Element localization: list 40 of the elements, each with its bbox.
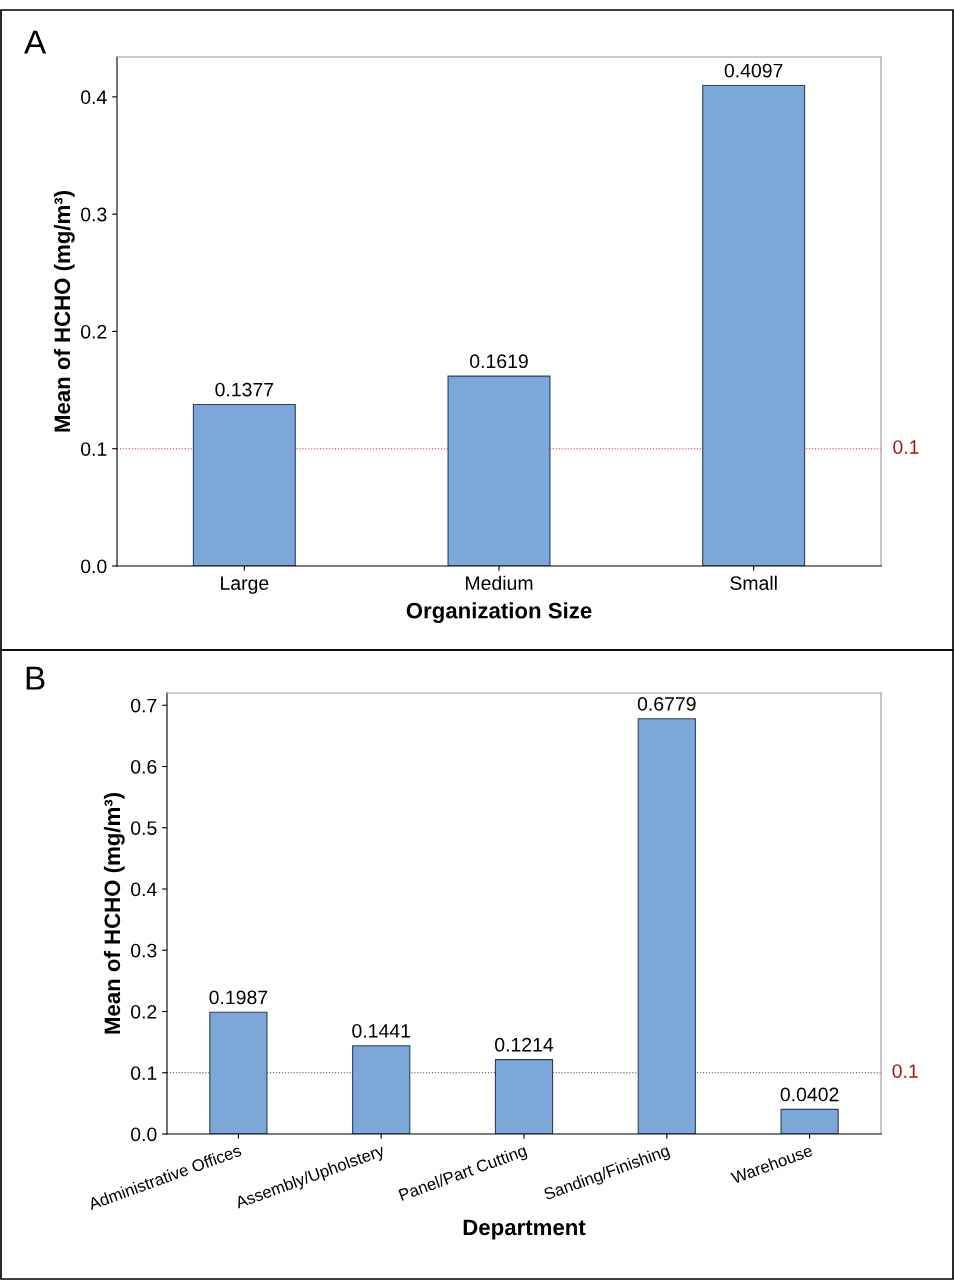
data-label: 0.1214 xyxy=(495,1037,554,1052)
data-label: 0.1619 xyxy=(470,354,528,369)
y-tick-label: 0.4 xyxy=(131,882,157,897)
bar xyxy=(702,84,806,566)
bar xyxy=(192,403,296,566)
y-tick-label: 0.0 xyxy=(81,559,107,574)
bar xyxy=(494,1059,554,1134)
y-tick-label: 0.2 xyxy=(81,324,107,339)
x-tick-label: Medium xyxy=(466,575,533,590)
ref-line-label: 0.1 xyxy=(893,440,919,454)
y-tick-label: 0.1 xyxy=(81,442,107,456)
y-tick-label: 0.5 xyxy=(131,821,157,835)
data-label: 0.0402 xyxy=(780,1087,839,1102)
data-label: 0.1377 xyxy=(215,382,274,397)
y-tick-label: 0.4 xyxy=(81,90,107,105)
y-tick-label: 0.3 xyxy=(131,943,157,958)
data-label: 0.6779 xyxy=(637,697,696,711)
y-axis-title: Mean of HCHO (mg/m³) xyxy=(53,191,75,432)
bar xyxy=(352,1045,411,1134)
x-axis-title: Organization Size xyxy=(406,602,592,623)
text: A xyxy=(24,30,47,54)
bar xyxy=(447,375,551,566)
y-tick-label: 0.7 xyxy=(131,698,157,713)
y-axis-title: Mean of HCHO (mg/m³) xyxy=(103,793,125,1034)
data-label: 0.4097 xyxy=(724,63,783,78)
y-tick-label: 0.3 xyxy=(81,207,107,222)
y-tick-label: 0.0 xyxy=(131,1127,157,1142)
data-label: 0.1441 xyxy=(352,1023,410,1038)
text: B xyxy=(26,666,45,690)
x-axis-title: Department xyxy=(463,1219,586,1240)
y-tick-label: 0.2 xyxy=(131,1004,157,1019)
bar xyxy=(780,1108,839,1134)
bar xyxy=(637,718,696,1134)
data-label: 0.1987 xyxy=(209,990,268,1005)
x-tick-label: Small xyxy=(730,575,777,590)
x-tick-label: Large xyxy=(221,576,269,594)
ref-line-label: 0.1 xyxy=(892,1064,918,1078)
bar xyxy=(209,1011,268,1134)
y-tick-label: 0.1 xyxy=(131,1066,157,1080)
y-tick-label: 0.6 xyxy=(131,759,157,774)
